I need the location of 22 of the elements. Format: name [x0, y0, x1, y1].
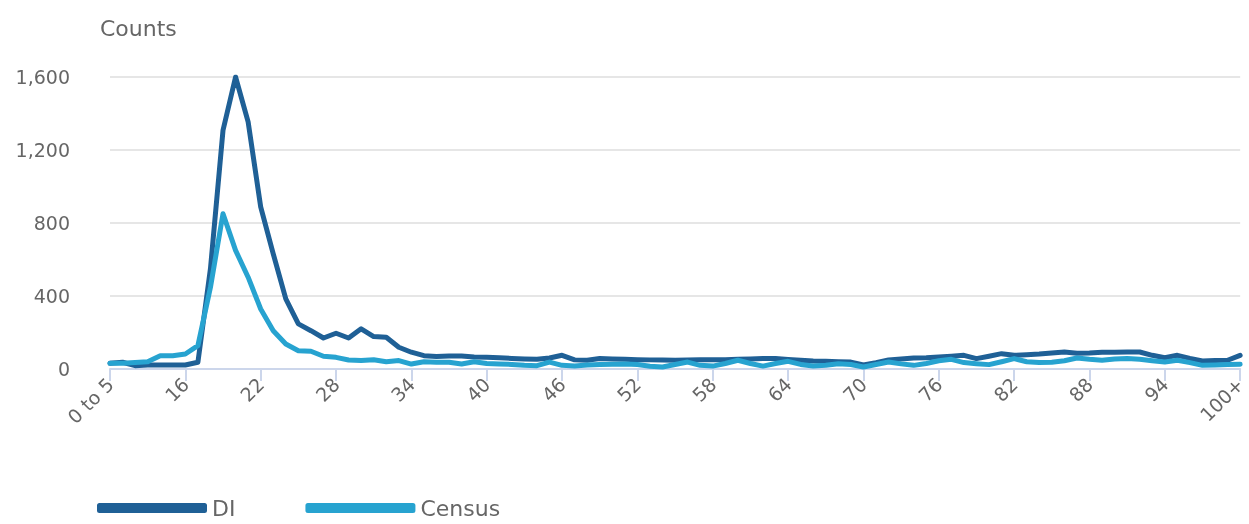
y-tick-label: 400 [33, 285, 70, 307]
x-tick-label: 76 [913, 373, 947, 406]
x-tick-label: 52 [612, 373, 646, 406]
y-tick-label: 1,600 [15, 66, 70, 88]
x-tick-label: 58 [687, 373, 721, 406]
y-tick-label: 800 [33, 212, 70, 234]
x-tick-label: 34 [386, 373, 420, 406]
legend-label: Census [420, 495, 501, 521]
x-tick-label: 16 [160, 373, 194, 406]
x-tick-label: 40 [461, 373, 495, 406]
x-tick-label: 28 [311, 373, 344, 406]
y-axis-title: Counts [100, 15, 177, 41]
x-tick-label: 82 [989, 373, 1022, 406]
legend-label: DI [212, 495, 236, 521]
y-tick-label: 1,200 [15, 139, 70, 161]
x-tick-label: 88 [1064, 373, 1098, 406]
y-tick-label: 0 [57, 358, 70, 380]
x-tick-label: 22 [235, 373, 269, 406]
x-tick-label: 70 [838, 373, 872, 406]
x-tick-label: 46 [537, 373, 570, 406]
x-tick-label: 94 [1139, 373, 1173, 406]
x-tick-label: 64 [763, 373, 796, 406]
